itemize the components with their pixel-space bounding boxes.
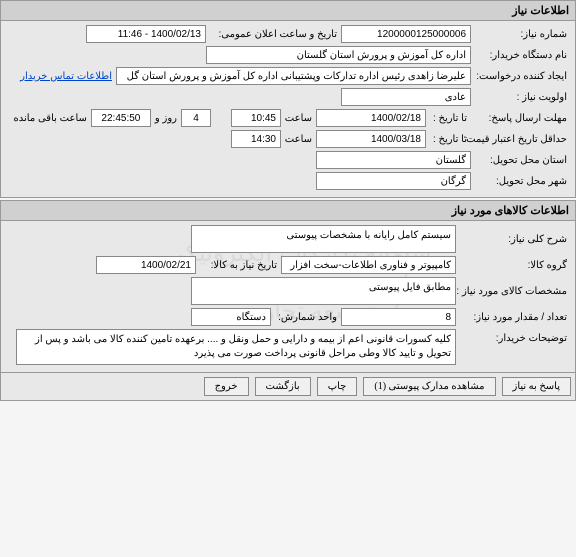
need-info-header: اطلاعات نیاز — [1, 1, 575, 21]
delivery-province-field: گلستان — [316, 151, 471, 169]
goods-info-header: اطلاعات کالاهای مورد نیاز — [1, 201, 575, 221]
attachments-button[interactable]: مشاهده مدارک پیوستی (1) — [363, 377, 495, 396]
remaining-label: ساعت باقی مانده — [10, 111, 91, 126]
quantity-label: تعداد / مقدار مورد نیاز: — [456, 310, 571, 325]
delivery-city-field: گرگان — [316, 172, 471, 190]
min-validity-label: حداقل تاریخ اعتبار قیمت: — [471, 132, 571, 147]
unit-label: واحد شمارش: — [271, 310, 341, 325]
need-by-label: تاریخ نیاز به کالا: — [196, 258, 281, 273]
exit-button[interactable]: خروج — [204, 377, 249, 396]
need-number-field: 1200000125000006 — [341, 25, 471, 43]
days-and-label: روز و — [151, 111, 181, 126]
respond-button[interactable]: پاسخ به نیاز — [502, 377, 572, 396]
goods-info-panel: اطلاعات کالاهای مورد نیاز سامانه تدارکات… — [0, 200, 576, 401]
time-label-1: ساعت — [281, 111, 316, 126]
priority-label: اولویت نیاز : — [471, 90, 571, 105]
validity-date-field: 1400/03/18 — [316, 130, 426, 148]
buyer-org-label: نام دستگاه خریدار: — [471, 48, 571, 63]
public-announce-field: 1400/02/13 - 11:46 — [86, 25, 206, 43]
to-date-label: تا تاریخ : — [426, 111, 471, 126]
need-info-panel: اطلاعات نیاز شماره نیاز: 120000012500000… — [0, 0, 576, 198]
remaining-days-field: 4 — [181, 109, 211, 127]
print-button[interactable]: چاپ — [317, 377, 358, 396]
delivery-province-label: استان محل تحویل: — [471, 153, 571, 168]
goods-spec-field: مطابق فایل پیوستی — [191, 277, 456, 305]
general-desc-label: شرح کلی نیاز: — [456, 232, 571, 247]
need-number-label: شماره نیاز: — [471, 27, 571, 42]
requester-label: ایجاد کننده درخواست: — [471, 69, 571, 84]
need-by-date-field: 1400/02/21 — [96, 256, 196, 274]
time-label-2: ساعت — [281, 132, 316, 147]
goods-spec-label: مشخصات کالای مورد نیاز : — [456, 284, 571, 299]
quantity-field: 8 — [341, 308, 456, 326]
buyer-notes-field: کلیه کسورات قانونی اعم از بیمه و دارایی … — [16, 329, 456, 365]
validity-to-label: تا تاریخ : — [426, 132, 471, 147]
delivery-city-label: شهر محل تحویل: — [471, 174, 571, 189]
deadline-label: مهلت ارسال پاسخ: — [471, 111, 571, 126]
public-announce-label: تاریخ و ساعت اعلان عمومی: — [206, 27, 341, 42]
goods-group-label: گروه کالا: — [456, 258, 571, 273]
action-buttons-row: پاسخ به نیاز مشاهده مدارک پیوستی (1) چاپ… — [1, 372, 575, 400]
requester-field: علیرضا زاهدی رئیس اداره تدارکات وپشتیبان… — [116, 67, 471, 85]
buyer-notes-label: توضیحات خریدار: — [456, 329, 571, 346]
remaining-time-field: 22:45:50 — [91, 109, 151, 127]
buyer-org-field: اداره کل آموزش و پرورش استان گلستان — [206, 46, 471, 64]
goods-group-field: کامپیوتر و فناوری اطلاعات-سخت افزار — [281, 256, 456, 274]
unit-field: دستگاه — [191, 308, 271, 326]
contact-info-link[interactable]: اطلاعات تماس خریدار — [16, 69, 116, 84]
validity-time-field: 14:30 — [231, 130, 281, 148]
back-button[interactable]: بازگشت — [255, 377, 311, 396]
deadline-time-field: 10:45 — [231, 109, 281, 127]
general-desc-field: سیستم کامل رایانه با مشخصات پیوستی — [191, 225, 456, 253]
priority-field: عادی — [341, 88, 471, 106]
deadline-date-field: 1400/02/18 — [316, 109, 426, 127]
